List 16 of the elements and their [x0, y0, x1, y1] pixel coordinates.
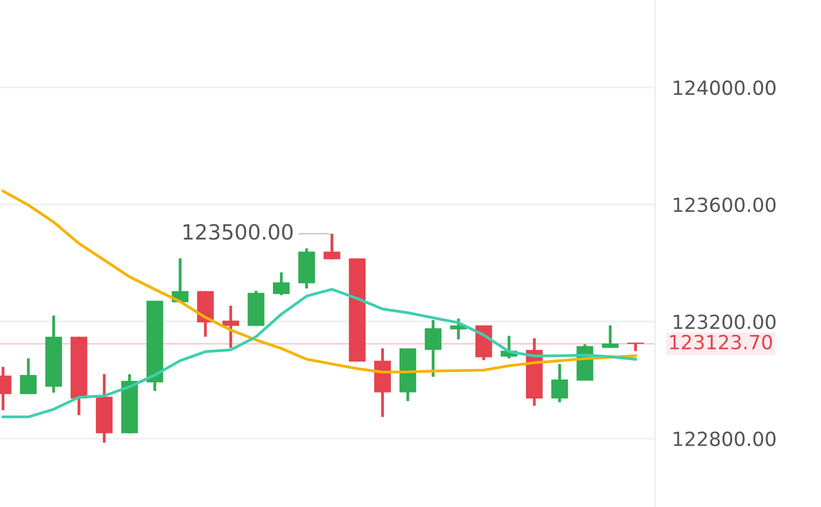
- y-tick-label: 122800.00: [674, 432, 776, 446]
- ref-line-label: 123123.70: [670, 334, 772, 350]
- line-series: [2, 288, 637, 418]
- y-tick-label: 124000.00: [674, 80, 776, 96]
- line-series: [2, 190, 637, 374]
- annotation: 123500.00: [184, 224, 293, 240]
- y-tick-label: 123600.00: [674, 197, 776, 212]
- y-tick-label: 123200.00: [674, 314, 776, 330]
- candlestick: [20, 356, 37, 396]
- candlestick: [222, 304, 240, 350]
- candlestick: [424, 318, 442, 378]
- candlestick: [602, 324, 619, 350]
- candlestick: [551, 362, 568, 404]
- candlestick: [627, 342, 644, 352]
- candlestick: [272, 270, 290, 297]
- candlestick: [324, 232, 340, 261]
